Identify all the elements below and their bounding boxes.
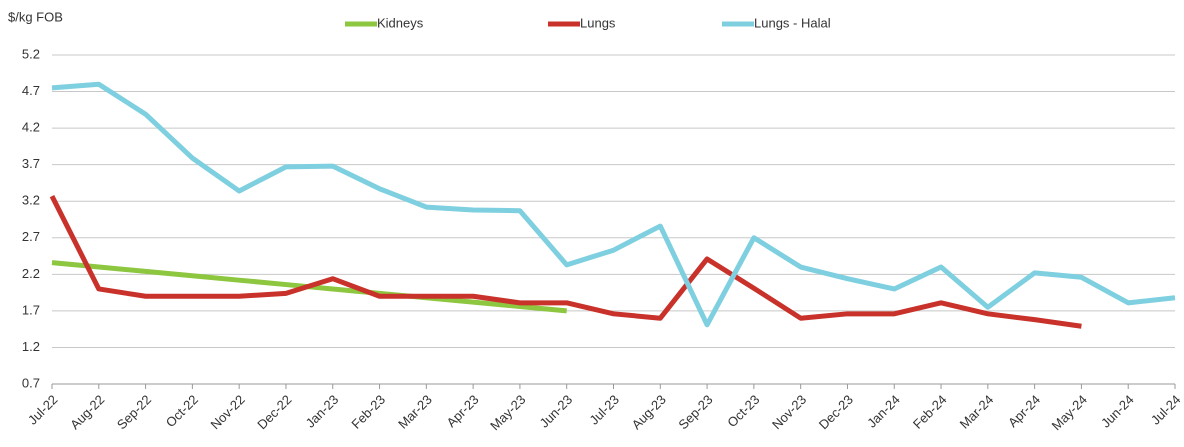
x-tick-label: Jul-23 <box>586 392 622 428</box>
y-tick-label: 4.7 <box>22 83 40 98</box>
x-tick-label: Jul-22 <box>25 392 61 428</box>
y-tick-label: 2.2 <box>22 266 40 281</box>
x-tick-label: Aug-22 <box>67 392 107 432</box>
x-tick-label: Sep-22 <box>114 392 154 432</box>
x-tick-label: Dec-23 <box>816 392 856 432</box>
x-tick-label: Mar-24 <box>957 392 997 432</box>
y-tick-label: 0.7 <box>22 375 40 390</box>
y-tick-label: 5.2 <box>22 46 40 61</box>
x-tick-label: Apr-24 <box>1005 392 1043 430</box>
x-tick-label: Sep-23 <box>675 392 715 432</box>
y-tick-label: 3.2 <box>22 193 40 208</box>
x-tick-label: Jul-24 <box>1148 392 1184 428</box>
x-tick-label: Jan-23 <box>303 392 342 431</box>
legend-label: Lungs - Halal <box>754 15 831 30</box>
x-tick-label: Jan-24 <box>864 392 903 431</box>
x-tick-label: May-23 <box>487 392 528 433</box>
x-tick-label: Mar-23 <box>395 392 435 432</box>
x-tick-label: May-24 <box>1049 392 1090 433</box>
y-tick-label: 2.7 <box>22 229 40 244</box>
x-tick-label: Aug-23 <box>629 392 669 432</box>
y-tick-label: 4.2 <box>22 120 40 135</box>
x-tick-label: Jun-23 <box>537 392 576 431</box>
x-tick-label: Dec-22 <box>254 392 294 432</box>
x-tick-label: Jun-24 <box>1098 392 1137 431</box>
x-tick-label: Nov-23 <box>769 392 809 432</box>
x-tick-label: Nov-22 <box>207 392 247 432</box>
x-tick-label: Feb-23 <box>348 392 388 432</box>
x-tick-label: Oct-22 <box>163 392 201 430</box>
legend-label: Kidneys <box>377 15 424 30</box>
y-tick-label: 1.7 <box>22 302 40 317</box>
x-tick-label: Apr-23 <box>443 392 481 430</box>
x-tick-label: Feb-24 <box>910 392 950 432</box>
series-line <box>51 81 1176 328</box>
series-line <box>49 194 1082 329</box>
y-tick-label: 3.7 <box>22 156 40 171</box>
x-tick-label: Oct-23 <box>724 392 762 430</box>
legend-label: Lungs <box>580 15 616 30</box>
y-tick-label: 1.2 <box>22 339 40 354</box>
y-axis-label: $/kg FOB <box>8 9 63 24</box>
